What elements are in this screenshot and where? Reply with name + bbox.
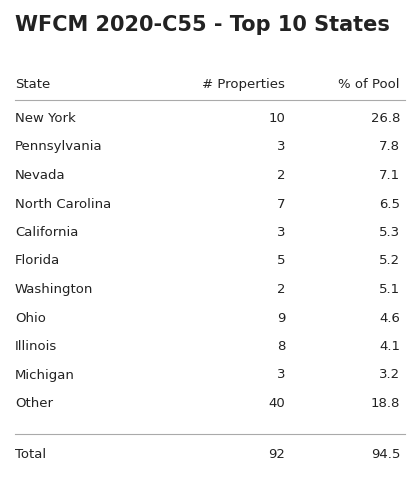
Text: Pennsylvania: Pennsylvania [15, 141, 102, 153]
Text: 3: 3 [276, 141, 285, 153]
Text: 3.2: 3.2 [379, 369, 400, 381]
Text: % of Pool: % of Pool [339, 78, 400, 91]
Text: 18.8: 18.8 [370, 397, 400, 410]
Text: Ohio: Ohio [15, 312, 46, 324]
Text: 10: 10 [268, 112, 285, 125]
Text: Illinois: Illinois [15, 340, 57, 353]
Text: 7: 7 [276, 198, 285, 210]
Text: Florida: Florida [15, 255, 60, 267]
Text: Washington: Washington [15, 283, 93, 296]
Text: New York: New York [15, 112, 76, 125]
Text: 5.1: 5.1 [379, 283, 400, 296]
Text: 94.5: 94.5 [370, 448, 400, 461]
Text: Other: Other [15, 397, 53, 410]
Text: 40: 40 [268, 397, 285, 410]
Text: # Properties: # Properties [202, 78, 285, 91]
Text: 3: 3 [276, 369, 285, 381]
Text: California: California [15, 226, 79, 239]
Text: 4.6: 4.6 [379, 312, 400, 324]
Text: 5.3: 5.3 [379, 226, 400, 239]
Text: 26.8: 26.8 [370, 112, 400, 125]
Text: 6.5: 6.5 [379, 198, 400, 210]
Text: 7.8: 7.8 [379, 141, 400, 153]
Text: Michigan: Michigan [15, 369, 75, 381]
Text: North Carolina: North Carolina [15, 198, 111, 210]
Text: 9: 9 [277, 312, 285, 324]
Text: Nevada: Nevada [15, 169, 66, 182]
Text: 4.1: 4.1 [379, 340, 400, 353]
Text: 3: 3 [276, 226, 285, 239]
Text: 5.2: 5.2 [379, 255, 400, 267]
Text: Total: Total [15, 448, 46, 461]
Text: State: State [15, 78, 50, 91]
Text: 5: 5 [276, 255, 285, 267]
Text: 92: 92 [268, 448, 285, 461]
Text: 7.1: 7.1 [379, 169, 400, 182]
Text: 8: 8 [277, 340, 285, 353]
Text: WFCM 2020-C55 - Top 10 States: WFCM 2020-C55 - Top 10 States [15, 15, 390, 35]
Text: 2: 2 [276, 283, 285, 296]
Text: 2: 2 [276, 169, 285, 182]
